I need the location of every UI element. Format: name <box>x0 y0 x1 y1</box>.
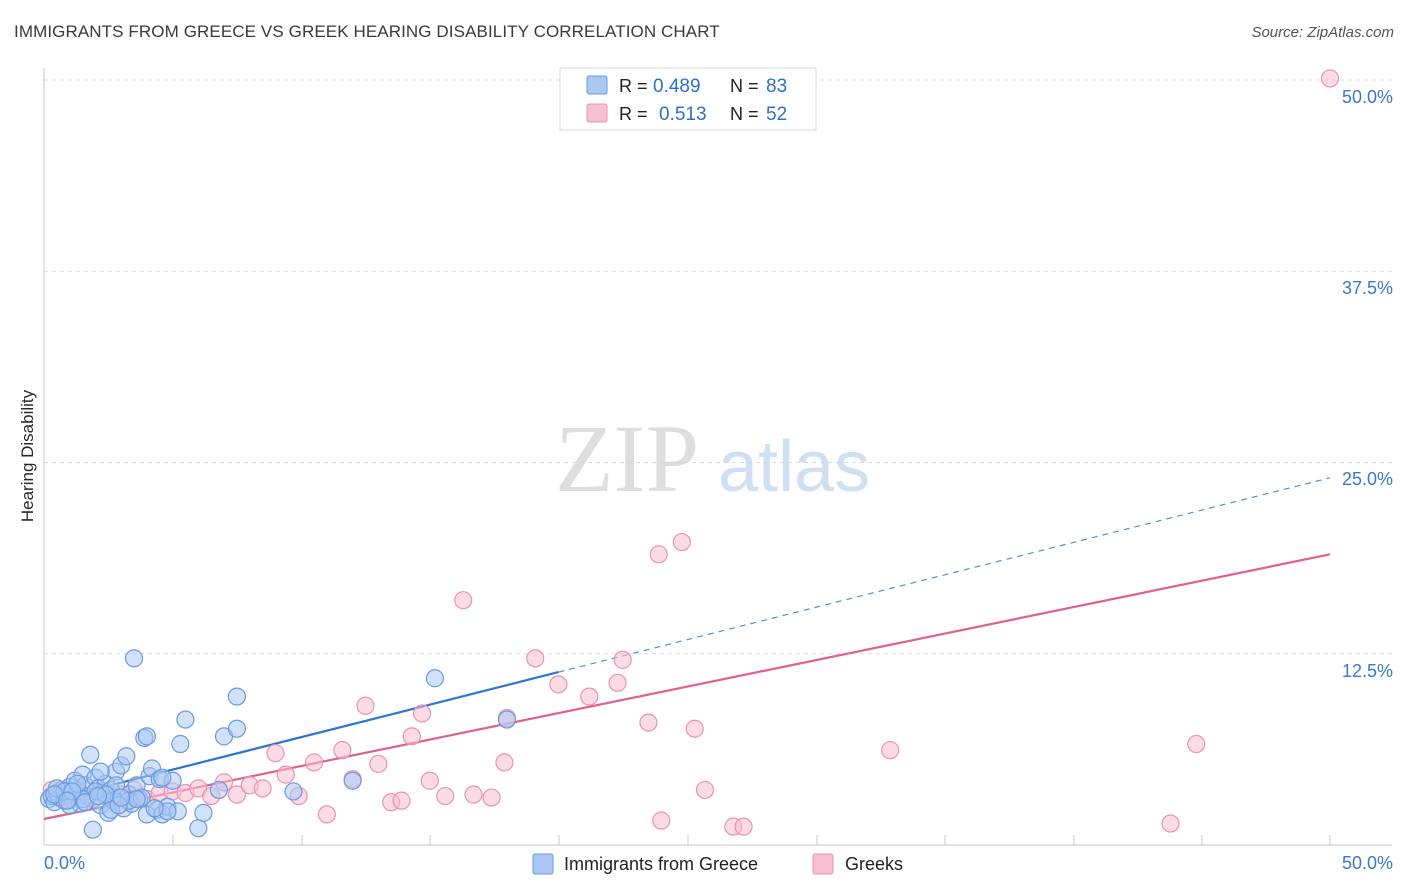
gridlines <box>44 79 1392 655</box>
watermark-atlas: atlas <box>718 427 870 507</box>
data-points <box>40 69 1340 839</box>
pink-data-point <box>526 649 545 668</box>
pink-data-point <box>672 532 691 552</box>
series-legend-label-pink: Greeks <box>845 854 903 874</box>
legend-n-value-pink: 52 <box>766 104 787 125</box>
blue-data-point <box>81 745 100 764</box>
blue-data-point <box>137 727 156 746</box>
legend-r-label-pink: R = <box>619 104 648 124</box>
blue-data-point <box>497 710 517 729</box>
pink-data-point <box>649 545 668 564</box>
pink-data-point <box>333 741 352 760</box>
y-tick-label-25: 25.0% <box>1342 469 1393 489</box>
axes <box>43 68 1392 846</box>
pink-data-point <box>549 675 568 694</box>
chart-title: IMMIGRANTS FROM GREECE VS GREEK HEARING … <box>14 22 720 41</box>
pink-data-point <box>1161 814 1180 833</box>
y-tick-label-37-5: 37.5% <box>1342 278 1393 298</box>
pink-data-point <box>580 687 599 706</box>
pink-data-point <box>227 785 246 804</box>
pink-data-point <box>266 744 285 763</box>
series-legend-swatch-blue <box>532 853 554 875</box>
blue-data-point <box>127 789 146 809</box>
tick-labels: 0.0% 50.0% 12.5% 25.0% 37.5% 50.0% <box>44 87 1393 873</box>
pink-data-point <box>356 696 375 715</box>
blue-data-point <box>145 799 164 818</box>
pink-data-point <box>881 741 900 760</box>
blue-data-point <box>343 771 362 790</box>
pink-data-point <box>685 719 704 738</box>
pink-data-point <box>734 817 753 836</box>
pink-data-point <box>1320 69 1340 88</box>
pink-data-point <box>454 591 473 610</box>
pink-data-point <box>392 791 411 810</box>
pink-trend-line <box>43 553 1331 821</box>
blue-data-point <box>88 786 108 806</box>
chart-source: Source: ZipAtlas.com <box>1251 24 1394 41</box>
pink-data-point <box>608 673 627 692</box>
watermark: ZIP atlas <box>555 405 870 512</box>
pink-data-point <box>464 785 483 804</box>
y-tick-label-12-5: 12.5% <box>1342 661 1393 681</box>
blue-data-point <box>112 788 131 807</box>
blue-data-point <box>194 803 213 822</box>
blue-data-point <box>91 762 110 781</box>
pink-data-point <box>304 753 324 772</box>
x-tick-label-max: 50.0% <box>1342 853 1393 873</box>
legend-swatch-pink <box>586 103 608 123</box>
blue-data-point <box>171 734 190 754</box>
pink-data-point <box>695 780 715 800</box>
pink-data-point <box>495 753 514 772</box>
legend-r-value-blue: 0.489 <box>653 76 701 97</box>
pink-data-point <box>402 727 421 746</box>
pink-data-point <box>436 786 455 806</box>
legend-n-value-blue: 83 <box>766 76 787 97</box>
blue-data-point <box>227 719 246 738</box>
pink-data-point <box>412 704 432 723</box>
legend-r-value-pink: 0.513 <box>659 104 707 125</box>
stats-legend: R = 0.489 N = 83 R = 0.513 N = 52 <box>559 67 817 131</box>
legend-n-label-pink: N = <box>730 104 759 124</box>
pink-data-point <box>639 713 658 732</box>
trend-lines <box>43 477 1331 821</box>
series-legend: Immigrants from Greece Greeks <box>532 853 903 875</box>
legend-n-label-blue: N = <box>730 76 759 96</box>
x-tick-label-min: 0.0% <box>44 853 85 873</box>
blue-data-point <box>209 780 228 800</box>
blue-data-point <box>176 710 195 729</box>
legend-r-label-blue: R = <box>619 76 648 96</box>
pink-data-point <box>253 779 272 798</box>
pink-data-point <box>613 650 632 669</box>
pink-data-point <box>652 811 671 830</box>
y-tick-label-50: 50.0% <box>1342 87 1393 107</box>
blue-data-point <box>117 747 136 766</box>
blue-data-point <box>153 768 172 787</box>
blue-data-point <box>189 819 208 838</box>
blue-data-point <box>227 687 246 706</box>
series-legend-swatch-pink <box>812 853 834 875</box>
blue-data-point <box>284 782 303 801</box>
pink-data-point <box>276 765 295 784</box>
blue-data-point <box>58 791 77 810</box>
blue-data-point <box>425 669 445 688</box>
blue-trend-extension <box>558 477 1331 673</box>
pink-data-point <box>317 805 337 824</box>
blue-data-point <box>124 649 144 668</box>
pink-data-point <box>369 754 388 774</box>
pink-data-point <box>420 771 439 790</box>
legend-swatch-blue <box>586 75 608 95</box>
watermark-zip: ZIP <box>555 405 699 512</box>
blue-data-point <box>83 820 102 839</box>
pink-data-point <box>482 788 501 807</box>
pink-data-point <box>1187 734 1206 754</box>
series-legend-label-blue: Immigrants from Greece <box>564 854 758 874</box>
